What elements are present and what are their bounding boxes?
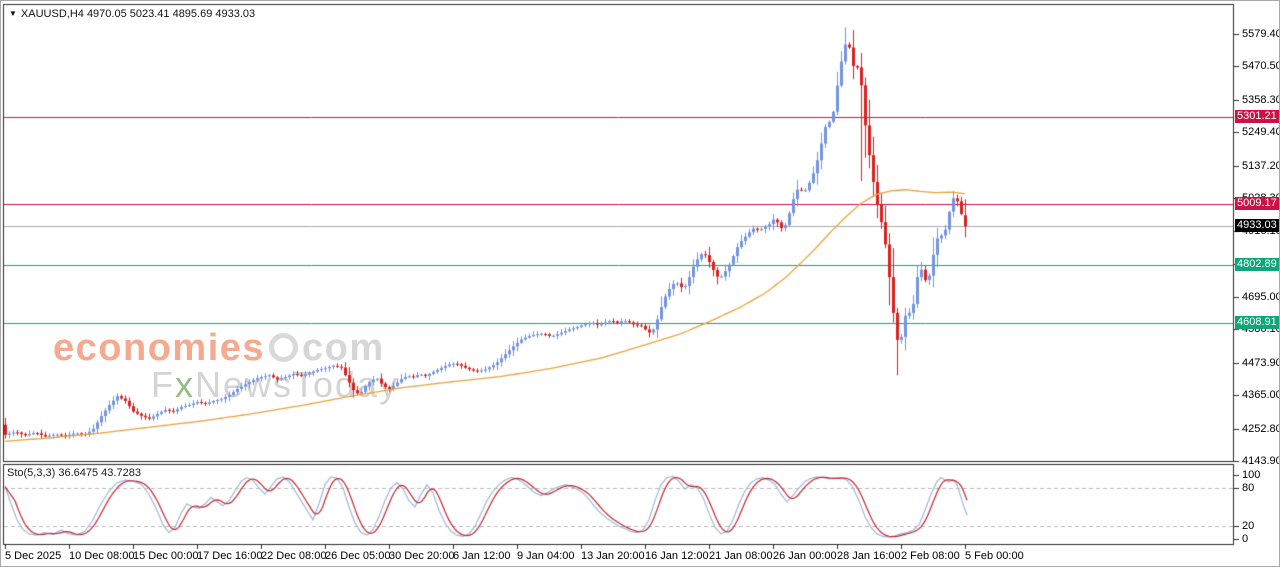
time-tick-label: 26 Dec 05:00 <box>325 550 391 562</box>
indicator-tick-label: 20 <box>1242 520 1255 532</box>
time-tick-label: 26 Jan 00:00 <box>773 550 837 562</box>
symbol-ohlc-text: XAUUSD,H4 4970.05 5023.41 4895.69 4933.0… <box>20 8 256 20</box>
time-tick-label: 15 Dec 00:00 <box>133 550 199 562</box>
time-tick-label: 9 Jan 04:00 <box>517 550 575 562</box>
time-tick-label: 22 Dec 08:00 <box>261 550 327 562</box>
price-tick-label: 5249.40 <box>1242 126 1280 138</box>
time-tick-label: 10 Dec 08:00 <box>69 550 135 562</box>
stochastic-label: Sto(5,3,3) 36.6475 43.7283 <box>7 467 141 479</box>
price-tick-label: 4695.00 <box>1242 291 1280 303</box>
current-price-label: 4933.03 <box>1235 219 1279 232</box>
indicator-tick-label: 100 <box>1242 469 1261 481</box>
time-tick-label: 5 Feb 00:00 <box>965 550 1024 562</box>
price-tick-label: 5579.40 <box>1242 28 1280 40</box>
price-tick-label: 4473.90 <box>1242 357 1280 369</box>
time-tick-label: 6 Jan 12:00 <box>453 550 511 562</box>
price-tick-label: 5470.50 <box>1242 60 1280 72</box>
collapse-ohlc-icon[interactable]: ▼ <box>9 9 17 18</box>
time-tick-label: 21 Jan 08:00 <box>709 550 773 562</box>
time-tick-label: 13 Jan 20:00 <box>581 550 645 562</box>
time-tick-label: 17 Dec 16:00 <box>197 550 263 562</box>
level-price-label: 5301.21 <box>1235 110 1279 123</box>
price-tick-label: 4143.90 <box>1242 455 1280 467</box>
time-tick-label: 30 Dec 20:00 <box>389 550 455 562</box>
symbol-info-bar: ▼ XAUUSD,H4 4970.05 5023.41 4895.69 4933.… <box>9 8 255 20</box>
time-tick-label: 5 Dec 2025 <box>5 550 62 562</box>
indicator-tick-label: 80 <box>1242 482 1255 494</box>
level-price-label: 5009.17 <box>1235 197 1279 210</box>
indicator-tick-label: 0 <box>1242 533 1249 545</box>
price-tick-label: 4252.80 <box>1242 423 1280 435</box>
time-tick-label: 28 Jan 16:00 <box>837 550 901 562</box>
price-tick-label: 5137.20 <box>1242 160 1280 172</box>
level-price-label: 4608.91 <box>1235 316 1279 329</box>
price-tick-label: 5358.30 <box>1242 94 1280 106</box>
price-tick-label: 4365.00 <box>1242 389 1280 401</box>
time-tick-label: 2 Feb 08:00 <box>901 550 960 562</box>
level-price-label: 4802.89 <box>1235 258 1279 271</box>
time-tick-label: 16 Jan 12:00 <box>645 550 709 562</box>
